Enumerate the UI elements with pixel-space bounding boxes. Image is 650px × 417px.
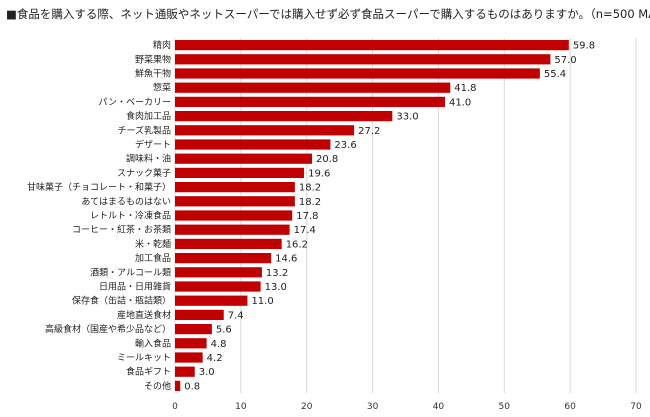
bar: [175, 295, 248, 306]
category-label: スナック菓子: [117, 167, 171, 179]
x-tick-label: 70: [630, 402, 642, 412]
bar: [175, 110, 393, 122]
x-tick-label: 30: [367, 402, 379, 412]
category-label: レトルト・冷凍食品: [90, 210, 171, 222]
bar: [175, 125, 355, 136]
x-tick-label: 50: [499, 402, 511, 412]
value-label: 41.8: [454, 83, 476, 94]
value-label: 59.8: [573, 41, 595, 52]
bar: [175, 96, 446, 108]
category-label: 食肉加工品: [126, 110, 171, 122]
bar: [175, 139, 331, 150]
bar: [175, 82, 451, 93]
value-label: 4.8: [211, 339, 227, 350]
value-label: 18.2: [299, 183, 321, 194]
bar: [175, 267, 262, 278]
category-label: 輸入食品: [135, 337, 171, 349]
bar: [175, 323, 212, 335]
x-tick-label: 0: [172, 402, 178, 412]
category-label: 甘味菓子（チョコレート・和菓子）: [27, 181, 171, 193]
value-label: 17.4: [294, 225, 316, 236]
bar: [175, 380, 181, 392]
category-label: デザート: [135, 139, 171, 151]
value-label: 16.2: [286, 239, 308, 250]
category-label: あてはまるものはない: [81, 196, 171, 207]
x-tick-label: 10: [235, 402, 247, 412]
category-label: 高級食材（国産や希少品など）: [45, 323, 171, 335]
value-label: 11.0: [251, 296, 273, 307]
bar: [175, 281, 261, 292]
bar: [175, 167, 305, 179]
value-label: 14.6: [275, 254, 297, 265]
value-label: 13.0: [265, 282, 287, 293]
bar: [175, 196, 295, 207]
bar: [175, 54, 551, 65]
category-label: 精肉: [153, 39, 171, 51]
category-label: 加工食品: [135, 252, 171, 264]
category-label: 産地直送食材: [117, 309, 171, 321]
category-label: 食品ギフト: [126, 366, 171, 378]
value-label: 0.8: [184, 381, 200, 392]
category-label: ミールキット: [117, 354, 171, 364]
bar: [175, 252, 272, 264]
category-label: パン・ベーカリー: [99, 97, 171, 108]
value-label: 18.2: [299, 197, 321, 208]
x-tick-label: 20: [301, 402, 313, 412]
category-label: 保存食（缶詰・瓶詰類）: [72, 295, 171, 307]
bar: [175, 39, 569, 51]
category-label: 調味料・油: [126, 153, 171, 165]
category-label: チーズ乳製品: [117, 124, 171, 136]
category-label: 米・乾麺: [135, 238, 171, 250]
chart-title: ■食品を購入する際、ネット通販やネットスーパーでは購入せず必ず食品スーパーで購入…: [6, 7, 650, 21]
x-tick-label: 40: [433, 402, 445, 412]
value-label: 4.2: [207, 353, 223, 364]
category-label: 野菜果物: [135, 53, 171, 65]
bar: [175, 210, 293, 221]
bar: [175, 352, 203, 363]
category-label: その他: [144, 380, 171, 392]
category-label: 酒類・アルコール類: [90, 267, 171, 278]
value-label: 3.0: [199, 367, 215, 378]
bar: [175, 224, 290, 235]
category-label: 惣菜: [153, 82, 171, 94]
value-label: 27.2: [358, 126, 380, 137]
value-label: 23.6: [334, 140, 356, 151]
value-label: 41.0: [449, 97, 471, 108]
value-label: 55.4: [544, 69, 566, 80]
bar: [175, 181, 295, 193]
category-label: 鮮魚干物: [135, 68, 171, 80]
value-label: 7.4: [228, 310, 244, 321]
value-label: 13.2: [266, 268, 288, 279]
value-label: 33.0: [396, 112, 418, 123]
bar: [175, 153, 312, 164]
bar: [175, 366, 195, 377]
value-label: 5.6: [216, 325, 232, 336]
bar: [175, 68, 540, 79]
value-label: 57.0: [554, 55, 576, 66]
bar: [175, 309, 224, 321]
value-label: 19.6: [308, 168, 330, 179]
value-label: 20.8: [316, 154, 338, 165]
bar: [175, 338, 207, 349]
bar: [175, 238, 282, 250]
value-label: 17.8: [296, 211, 318, 222]
x-tick-label: 60: [564, 402, 576, 412]
category-label: コーヒー・紅茶・お茶類: [72, 224, 171, 236]
category-label: 日用品・日用雑貨: [99, 281, 171, 293]
